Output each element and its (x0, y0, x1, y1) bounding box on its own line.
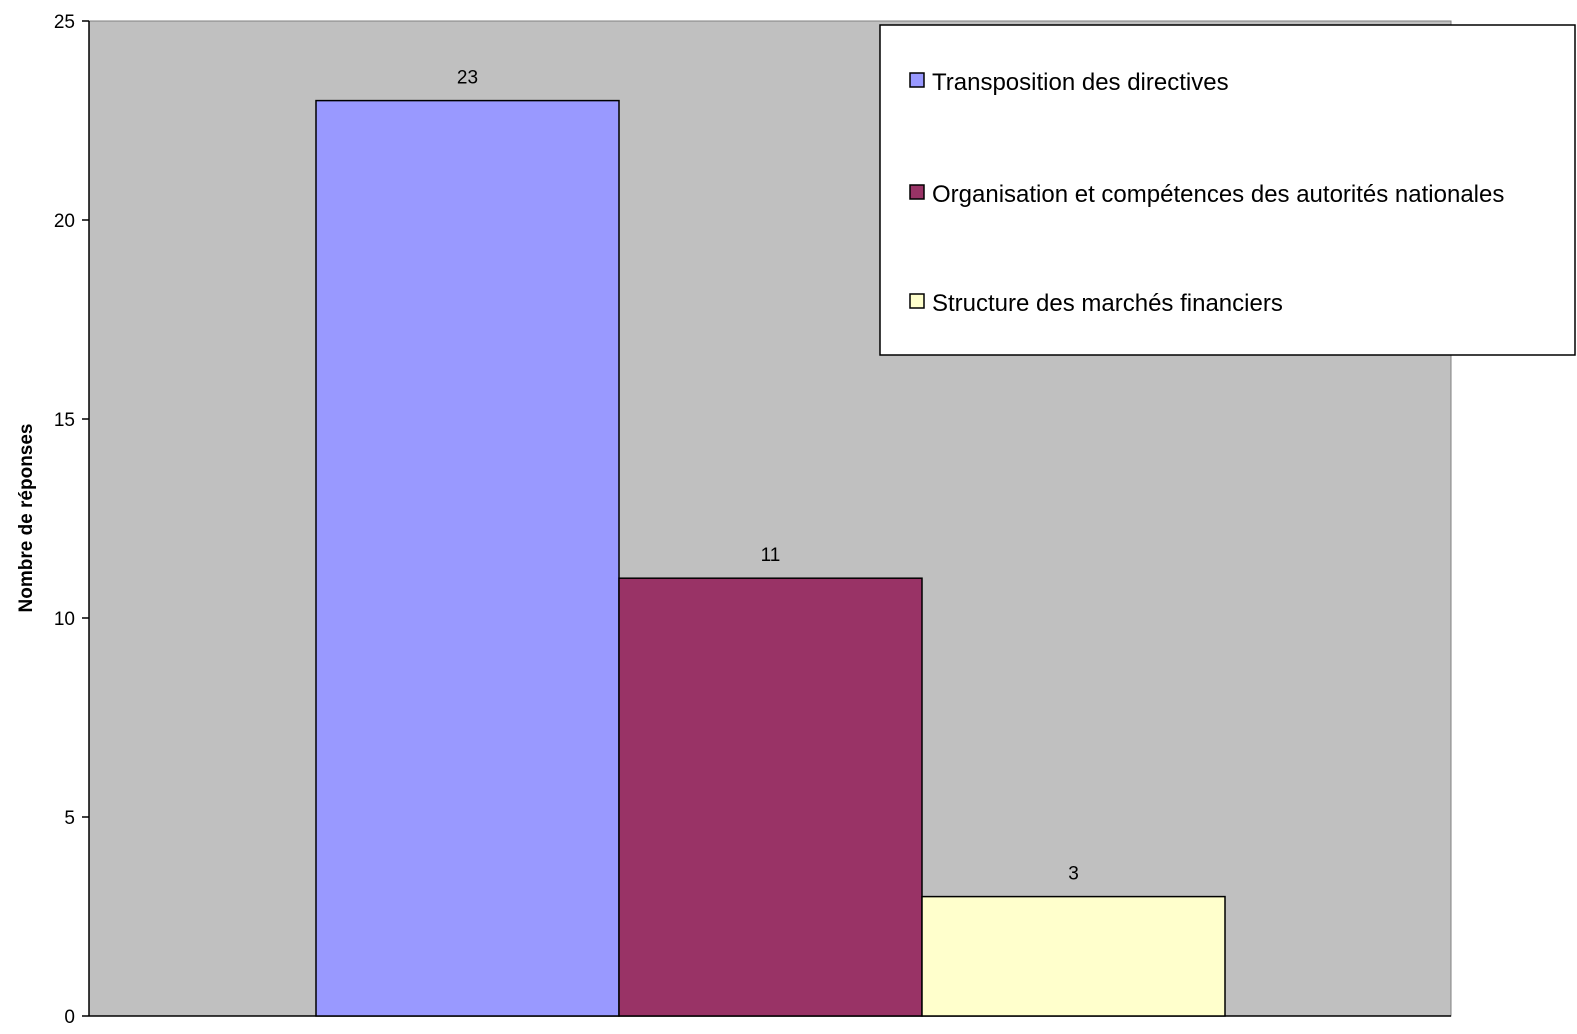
legend-label: Structure des marchés financiers (932, 290, 1283, 317)
y-tick-label: 15 (54, 410, 75, 431)
legend-label: Organisation et compétences des autorité… (932, 181, 1504, 208)
y-tick-label: 5 (64, 808, 75, 829)
bar (618, 577, 923, 1017)
y-axis-title: Nombre de réponses (16, 424, 37, 613)
y-tick-label: 0 (64, 1007, 75, 1028)
bar-value-label: 3 (1068, 864, 1079, 885)
bar-value-label: 23 (457, 68, 478, 89)
y-tick-label: 20 (54, 211, 75, 232)
legend-swatch (909, 184, 925, 200)
legend-box (879, 24, 1576, 356)
y-tick-label: 10 (54, 609, 75, 630)
bar-value-label: 11 (761, 545, 781, 566)
legend: Transposition des directives Organisation… (879, 24, 1576, 356)
legend-swatch (909, 293, 925, 309)
legend-label: Transposition des directives (932, 69, 1229, 96)
bars (315, 99, 1226, 1017)
bar (315, 99, 620, 1017)
data-labels: 23 11 3 (457, 68, 1079, 885)
y-tick-label: 25 (54, 12, 75, 33)
bar (921, 895, 1226, 1017)
legend-swatch (909, 72, 925, 88)
